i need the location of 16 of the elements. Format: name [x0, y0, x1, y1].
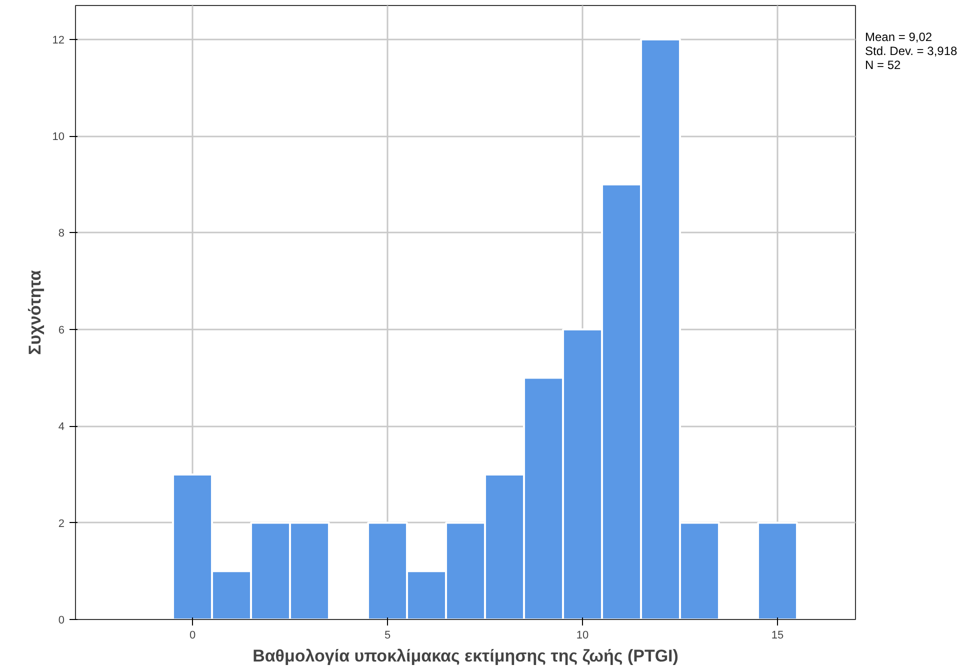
y-tick-label: 2: [58, 518, 65, 530]
text: Std. Dev. = 3,918: [865, 44, 958, 58]
x-tick-label: 15: [771, 630, 784, 642]
y-tick-label: 8: [58, 228, 65, 240]
x-tick-label: 5: [384, 630, 391, 642]
x-axis-title: Βαθμολογία υποκλίμακας εκτίμησης της ζωής (PTGI): [252, 646, 678, 666]
y-tick-label: 4: [58, 421, 65, 434]
x-tick-label: 0: [189, 630, 196, 642]
y-tick-label: 6: [58, 324, 65, 336]
y-tick-label: 10: [52, 131, 65, 144]
y-tick-label: 12: [52, 34, 65, 46]
text: N = 52: [865, 58, 901, 72]
x-tick-label: 10: [576, 630, 589, 642]
y-tick-label: 0: [58, 614, 65, 626]
y-axis-title: Συχνότητα: [25, 270, 44, 355]
text: Mean = 9,02: [865, 30, 932, 44]
